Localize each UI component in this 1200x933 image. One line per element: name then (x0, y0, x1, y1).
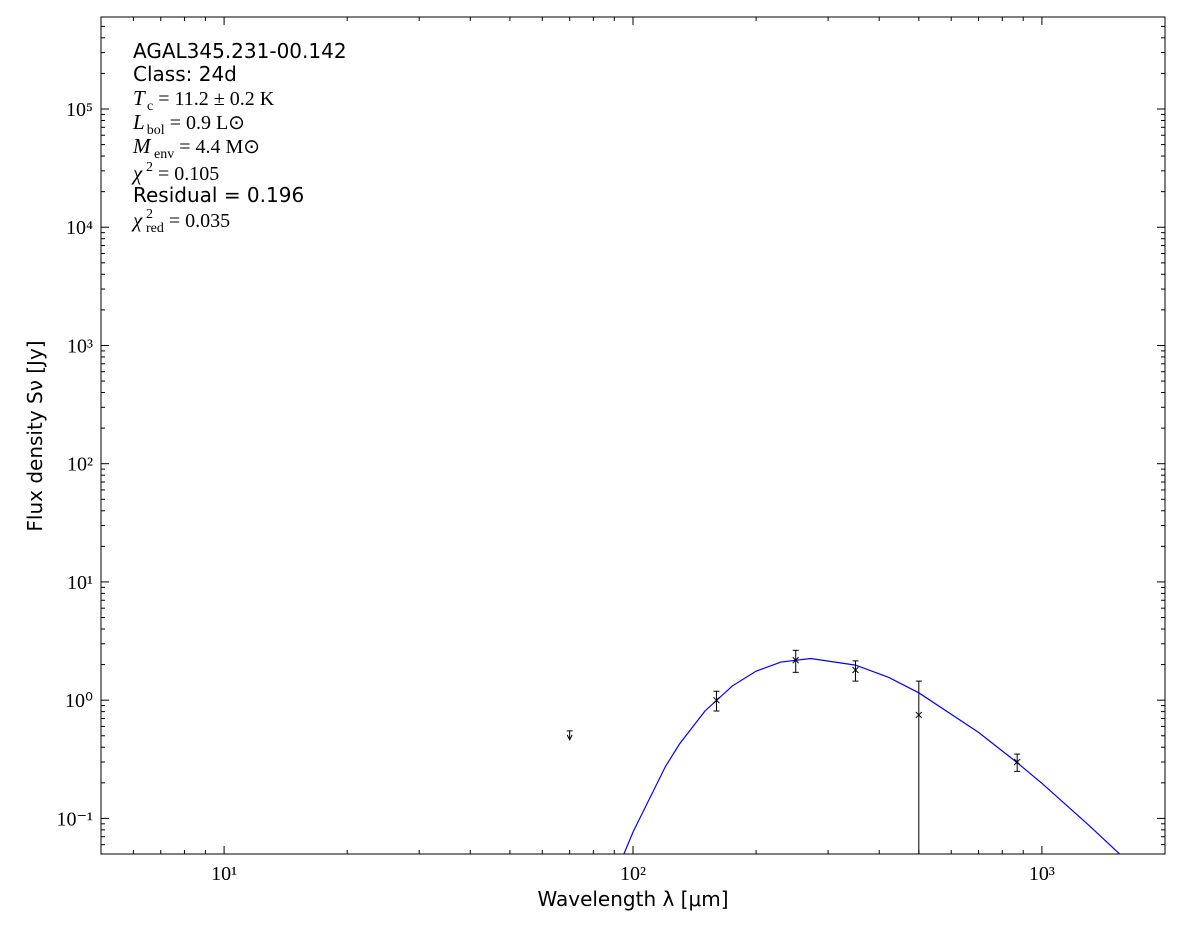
y-tick-label: 10⁻¹ (56, 808, 93, 830)
annotation-value: = 11.2 ± 0.2 K (158, 88, 275, 110)
annotation: AGAL345.231-00.142 (133, 39, 347, 63)
x-tick-label: 10³ (1029, 863, 1055, 885)
annotation-value: = 0.105 (158, 163, 219, 185)
annotation-symbol: L (132, 110, 145, 134)
upper-limit-arrow (566, 730, 573, 741)
y-tick-label: 10⁰ (65, 690, 93, 712)
data-point (852, 666, 859, 674)
annotation-superscript: 2 (146, 207, 153, 222)
annotation-subscript: red (146, 221, 164, 236)
annotation-subscript: c (147, 99, 153, 114)
annotation-superscript: 2 (146, 160, 153, 175)
y-tick-label: 10¹ (67, 572, 93, 594)
y-axis-label: Flux density Sν [Jy] (23, 340, 47, 531)
annotation-symbol: M (132, 134, 152, 158)
annotation-subscript: env (154, 147, 174, 162)
fit-curve (623, 657, 1121, 854)
data-point (1013, 758, 1021, 766)
annotation-value: = 0.9 L⊙ (170, 112, 245, 134)
y-tick-label: 10² (67, 454, 93, 476)
data-point (713, 696, 720, 704)
x-axis-label: Wavelength λ [μm] (537, 887, 728, 911)
y-tick-label: 10⁵ (66, 99, 93, 121)
annotation-subscript: bol (147, 123, 165, 138)
annotation-symbol: χ (131, 208, 143, 232)
annotation-value: = 0.035 (169, 210, 230, 232)
x-tick-label: 10² (620, 863, 646, 885)
y-tick-label: 10⁴ (66, 217, 93, 239)
annotation-symbol: T (133, 86, 146, 110)
annotation-symbol: χ (131, 161, 143, 185)
x-tick-label: 10¹ (211, 863, 237, 885)
y-tick-label: 10³ (67, 335, 93, 357)
plot-area (566, 649, 1121, 854)
annotation: Class: 24d (133, 62, 237, 86)
data-point (915, 711, 923, 719)
annotation-value: = 4.4 M⊙ (179, 136, 260, 158)
annotation: Residual = 0.196 (133, 183, 304, 207)
data-point (792, 656, 800, 664)
plot-frame (100, 16, 1166, 855)
